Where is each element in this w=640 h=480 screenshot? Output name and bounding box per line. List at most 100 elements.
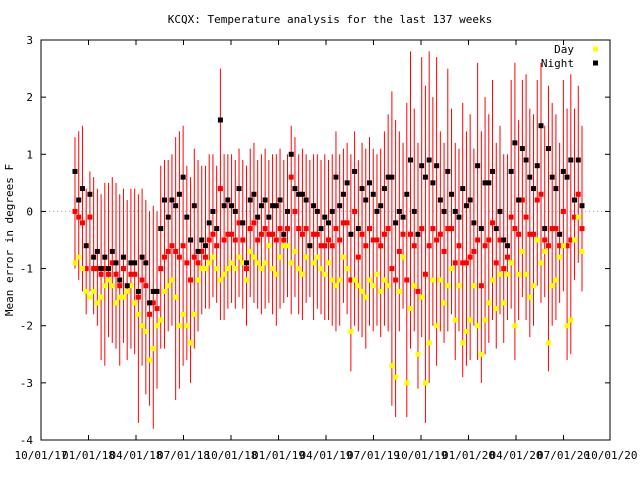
mean-point <box>422 271 428 277</box>
day-point <box>512 323 518 329</box>
mean-point <box>415 288 421 294</box>
mean-point <box>120 266 126 272</box>
day-point <box>490 277 496 283</box>
night-point <box>575 157 581 163</box>
night-point <box>572 197 578 203</box>
day-point <box>154 323 160 329</box>
night-point <box>415 231 421 237</box>
day-point <box>147 357 153 363</box>
mean-point <box>206 237 212 243</box>
day-point <box>486 300 492 306</box>
y-axis-label: Mean error in degrees F <box>3 164 16 316</box>
day-point <box>430 277 436 283</box>
mean-point <box>314 231 320 237</box>
mean-point <box>389 266 395 272</box>
night-point <box>475 163 481 169</box>
night-point <box>434 163 440 169</box>
day-point <box>124 288 130 294</box>
night-point <box>516 197 522 203</box>
night-point <box>158 226 164 232</box>
mean-point <box>497 237 503 243</box>
mean-point <box>508 214 514 220</box>
mean-point <box>352 208 358 214</box>
day-point <box>422 380 428 386</box>
day-point <box>132 300 138 306</box>
night-point <box>195 248 201 254</box>
day-point <box>87 294 93 300</box>
night-point <box>229 203 235 209</box>
mean-point <box>102 266 108 272</box>
mean-point <box>281 237 287 243</box>
night-point <box>352 168 358 174</box>
night-point <box>232 208 238 214</box>
mean-point <box>135 294 141 300</box>
day-point <box>367 277 373 283</box>
day-point <box>344 266 350 272</box>
night-point <box>113 260 119 266</box>
day-point <box>475 323 481 329</box>
x-tick-label: 07/01/20 <box>537 449 590 462</box>
chart-title: KCQX: Temperature analysis for the last … <box>168 13 493 26</box>
night-point <box>266 214 272 220</box>
legend-marker-day <box>593 46 598 52</box>
night-point <box>437 197 443 203</box>
day-point <box>128 283 134 289</box>
mean-point <box>169 243 175 249</box>
day-point <box>243 277 249 283</box>
day-point <box>333 283 339 289</box>
day-point <box>340 254 346 260</box>
night-point <box>486 180 492 186</box>
x-tick-label: 04/01/18 <box>110 449 163 462</box>
mean-point <box>456 243 462 249</box>
night-point <box>534 163 540 169</box>
mean-point <box>441 248 447 254</box>
mean-point <box>408 231 414 237</box>
night-point <box>393 220 399 226</box>
day-point <box>404 380 410 386</box>
night-point <box>173 203 179 209</box>
mean-point <box>217 186 223 192</box>
mean-point <box>184 260 190 266</box>
day-point <box>393 374 399 380</box>
mean-point <box>381 231 387 237</box>
night-point <box>307 243 313 249</box>
night-point <box>225 197 231 203</box>
mean-point <box>180 243 186 249</box>
mean-point <box>460 260 466 266</box>
mean-point <box>471 248 477 254</box>
day-point <box>169 277 175 283</box>
mean-point <box>322 243 328 249</box>
mean-point <box>292 208 298 214</box>
day-point <box>449 266 455 272</box>
night-point <box>176 191 182 197</box>
day-point <box>161 288 167 294</box>
y-tick-label: -1 <box>20 263 33 276</box>
day-point <box>545 340 551 346</box>
mean-point <box>199 248 205 254</box>
night-point <box>214 226 220 232</box>
night-point <box>430 180 436 186</box>
mean-point <box>91 266 97 272</box>
night-point <box>184 214 190 220</box>
night-point <box>452 208 458 214</box>
night-point <box>560 168 566 174</box>
day-point <box>437 277 443 283</box>
x-tick-label: 10/01/20 <box>585 449 638 462</box>
night-point <box>482 180 488 186</box>
night-point <box>471 220 477 226</box>
night-point <box>117 277 123 283</box>
day-point <box>452 317 458 323</box>
mean-point <box>478 283 484 289</box>
day-point <box>281 243 287 249</box>
night-point <box>299 191 305 197</box>
night-point <box>463 203 469 209</box>
day-point <box>504 271 510 277</box>
mean-point <box>284 226 290 232</box>
day-point <box>165 283 171 289</box>
day-point <box>426 340 432 346</box>
mean-point <box>240 237 246 243</box>
night-point <box>124 283 130 289</box>
night-point <box>243 260 249 266</box>
night-point <box>277 197 283 203</box>
